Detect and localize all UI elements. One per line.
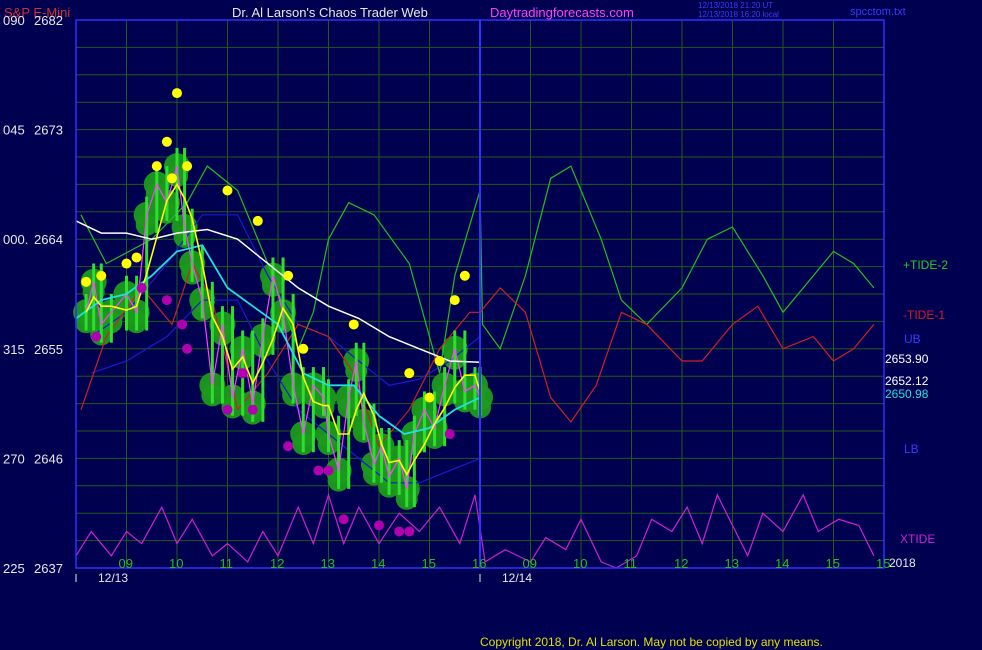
high-marker (222, 185, 233, 196)
x-tick-label: 11 (220, 556, 234, 571)
tide1-line (80, 262, 875, 448)
date-label-1: 12/13 (98, 571, 128, 585)
high-marker (434, 355, 445, 366)
low-marker (323, 465, 334, 476)
tide-lines (80, 165, 875, 448)
xtide-line (75, 492, 875, 569)
x-tick-label: 14 (775, 556, 789, 571)
site-link[interactable]: Daytradingforecasts.com (490, 5, 634, 20)
low-marker (182, 343, 193, 354)
y-tick-label-price: 2673 (34, 123, 63, 138)
xtide-series-line (75, 492, 875, 569)
y-tick-label-price: 2637 (34, 561, 63, 576)
x-tick-label: 15 (826, 556, 840, 571)
value-label-1: 2653.90 (885, 352, 929, 366)
timestamp-ut: 12/13/2018 21:20 UT (698, 1, 773, 10)
x-tick-label: 10 (573, 556, 587, 571)
xtide-label: XTIDE (900, 532, 935, 546)
x-axis-labels: 09 10 11 12 13 14 15 16 09 10 11 12 13 14 15 15 (119, 556, 891, 571)
x-tick-label: 11 (624, 556, 638, 571)
plot-frame (75, 19, 885, 569)
fast-ma-line (85, 182, 481, 477)
high-marker (404, 368, 415, 379)
low-marker (394, 526, 405, 537)
x-tick-label: 10 (169, 556, 183, 571)
year-label: 2018 (889, 556, 916, 570)
close-line (85, 165, 481, 489)
y-tick-label-price: 2664 (34, 232, 63, 247)
high-marker (252, 215, 263, 226)
high-marker (172, 88, 182, 99)
low-marker (338, 514, 349, 525)
high-marker (459, 270, 470, 281)
low-marker (237, 368, 248, 379)
high-marker (81, 276, 92, 287)
high-marker (161, 136, 172, 147)
low-marker (444, 429, 455, 440)
ub-label: UB (904, 332, 921, 346)
low-marker (283, 441, 294, 452)
x-tick-label: 09 (119, 556, 133, 571)
x-tick-label: 12 (270, 556, 284, 571)
high-marker (283, 270, 294, 281)
y-tick-label-left: 000. (3, 232, 28, 247)
y-tick-label-left: 090 (3, 13, 25, 28)
high-marker (151, 161, 162, 172)
y-tick-label-price: 2655 (34, 342, 63, 357)
x-tick-label: 15 (422, 556, 436, 571)
y-tick-label-left: 225 (3, 561, 25, 576)
tide2-label: +TIDE-2 (903, 258, 948, 272)
high-marker (298, 343, 309, 354)
header-title: Dr. Al Larson's Chaos Trader Web (232, 5, 428, 20)
high-marker (424, 392, 435, 403)
value-label-3: 2650.98 (885, 387, 929, 401)
low-marker (404, 526, 415, 537)
high-marker (182, 161, 193, 172)
y-axis-labels: 090 2682 045 2673 000. 2664 315 2655 270 2646 225 2… (3, 13, 63, 576)
high-marker (96, 270, 107, 281)
tide2-line (80, 165, 875, 374)
value-label-2: 2652.12 (885, 374, 929, 388)
lb-label: LB (904, 442, 919, 456)
slow-ma-line (75, 220, 481, 363)
y-tick-label-left: 045 (3, 123, 25, 138)
moving-averages (75, 182, 481, 477)
low-marker (313, 465, 324, 476)
y-tick-label-price: 2682 (34, 13, 63, 28)
timestamp-local: 12/13/2018 16:20 local (698, 10, 779, 19)
low-marker (222, 404, 233, 415)
tide1-label: -TIDE-1 (903, 308, 945, 322)
high-marker (166, 173, 177, 184)
symbol-label: S&P E-Mini (4, 5, 70, 20)
x-tick-label: 12 (674, 556, 688, 571)
x-tick-label: 15 (876, 556, 890, 571)
high-marker (121, 258, 132, 269)
copyright-notice: Copyright 2018, Dr. Al Larson. May not b… (480, 635, 823, 649)
y-tick-label-price: 2646 (34, 451, 63, 466)
y-tick-label-left: 270 (3, 451, 25, 466)
high-marker (348, 319, 359, 330)
low-marker (161, 295, 172, 306)
high-marker (449, 295, 460, 306)
low-marker (136, 282, 147, 293)
low-marker (177, 319, 188, 330)
file-name: spcctom.txt (850, 6, 906, 18)
y-tick-label-left: 315 (3, 342, 25, 357)
x-tick-label: 16 (472, 556, 486, 571)
pivot-markers (81, 88, 470, 537)
x-tick-label: 13 (321, 556, 335, 571)
low-marker (247, 404, 258, 415)
x-tick-label: 09 (523, 556, 537, 571)
high-marker (131, 252, 142, 263)
low-marker (374, 520, 384, 531)
x-tick-label: 14 (371, 556, 385, 571)
x-tick-label: 13 (725, 556, 739, 571)
date-label-2: 12/14 (502, 571, 532, 585)
low-marker (91, 331, 102, 342)
